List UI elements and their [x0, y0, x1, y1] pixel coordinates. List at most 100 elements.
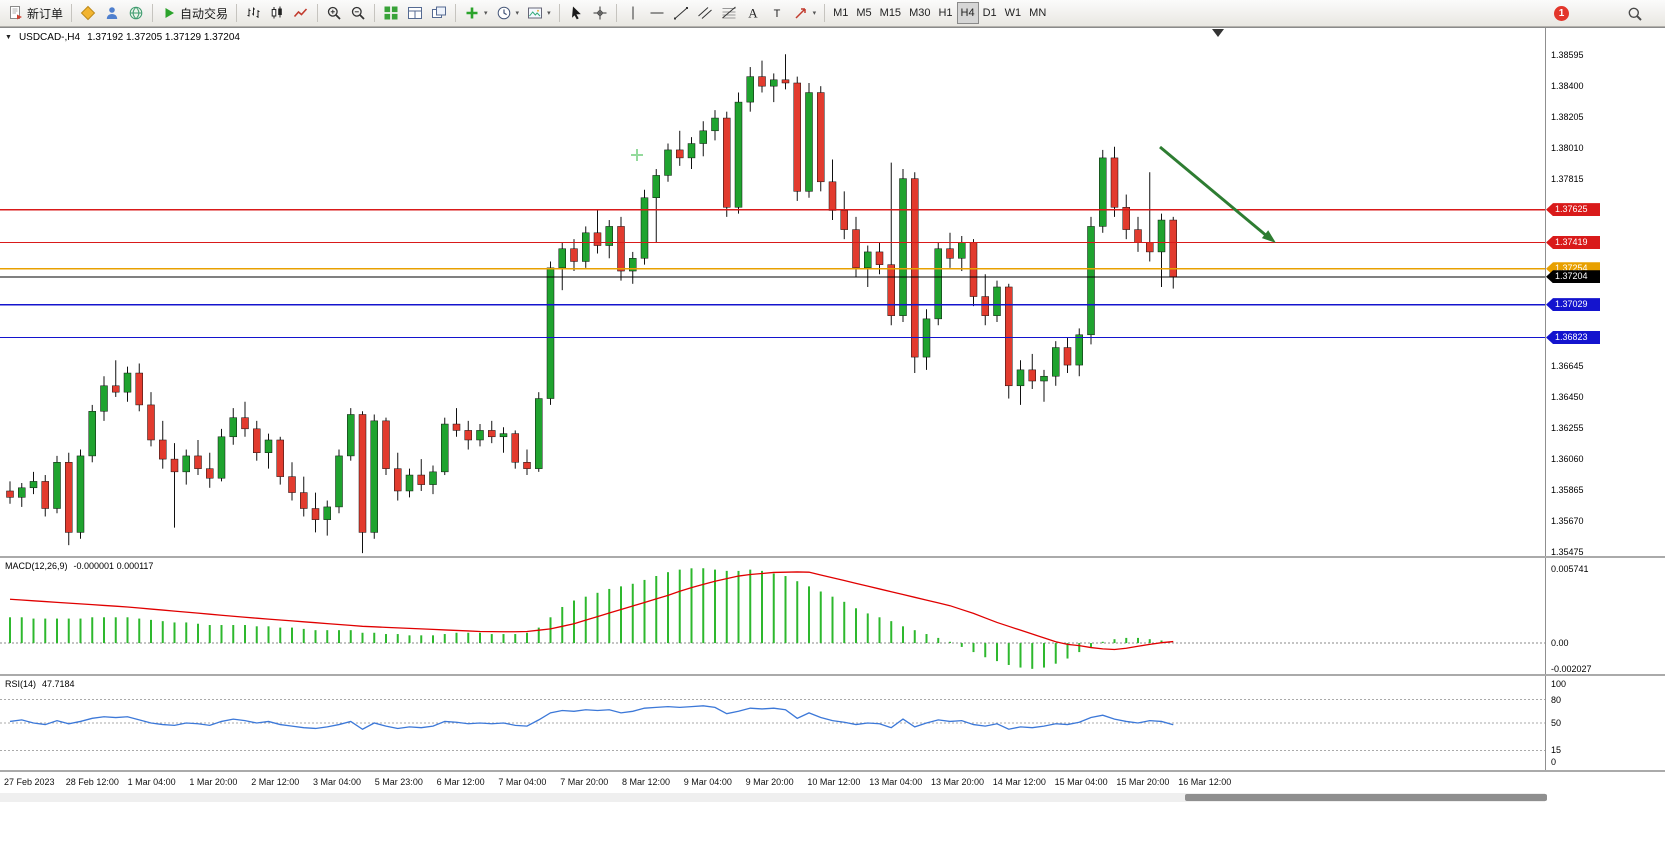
macd-panel-splitter[interactable]: [0, 556, 1665, 558]
bull-candle: [640, 197, 649, 259]
bull-candle: [347, 414, 355, 457]
notification-badge[interactable]: 1: [1554, 6, 1569, 21]
arrows-button[interactable]: ▾: [789, 2, 821, 24]
vline-icon: [625, 5, 641, 21]
macd-canvas[interactable]: [0, 558, 1545, 674]
price-tick-label: 1.38595: [1551, 50, 1584, 61]
bear-candle: [452, 423, 461, 431]
bear-candle: [358, 414, 367, 533]
bear-candle: [41, 481, 49, 509]
vertical-line-button[interactable]: [621, 2, 645, 24]
cross-marker: [631, 149, 643, 161]
main-toolbar: 新订单 自动交易 ▾ ▾ ▾ A T ▾ M1 M5 M15 M30 H1 H4 D1 W1 MN 1: [0, 0, 1665, 27]
horizontal-scrollbar-thumb[interactable]: [1185, 794, 1547, 801]
bars-icon: [245, 5, 261, 21]
time-tick-label: 8 Mar 12:00: [622, 777, 671, 787]
horizontal-scrollbar[interactable]: [0, 793, 1547, 802]
macd-axis-label: -0.002027: [1551, 664, 1592, 675]
price-tick-label: 1.36255: [1551, 423, 1584, 434]
zoom-out-icon: [350, 5, 366, 21]
bear-candle: [570, 248, 578, 262]
candles-icon: [269, 5, 285, 21]
community-button[interactable]: [124, 2, 148, 24]
time-tick-label: 3 Mar 04:00: [313, 777, 362, 787]
chart-shift-marker[interactable]: [1212, 29, 1224, 37]
search-button[interactable]: [1623, 3, 1647, 25]
cursor-button[interactable]: [564, 2, 588, 24]
user-profile-button[interactable]: [100, 2, 124, 24]
bear-candle: [65, 462, 73, 533]
chart-collapse-icon[interactable]: ▼: [5, 34, 12, 41]
line-chart-mode-button[interactable]: [289, 2, 313, 24]
bear-candle: [911, 178, 919, 358]
trend-arrow-line[interactable]: [1159, 145, 1269, 239]
search-icon: [1627, 6, 1643, 22]
fibonacci-retracement-button[interactable]: [717, 2, 741, 24]
auto-arrange-button[interactable]: [403, 2, 427, 24]
autotrading-button[interactable]: 自动交易: [157, 2, 232, 24]
timeframe-mn-button[interactable]: MN: [1025, 2, 1050, 24]
macd-label: MACD(12,26,9) -0.000001 0.000117: [5, 561, 154, 571]
horizontal-line-button[interactable]: [645, 2, 669, 24]
timeframe-m5-button[interactable]: M5: [852, 2, 875, 24]
dropdown-caret-icon: ▾: [812, 10, 817, 17]
price-tick-label: 1.36645: [1551, 360, 1584, 371]
new-order-button[interactable]: 新订单: [4, 2, 67, 24]
arrange-icon: [407, 5, 423, 21]
timeframe-h1-button[interactable]: H1: [934, 2, 956, 24]
bar-chart-mode-button[interactable]: [241, 2, 265, 24]
timeframe-mn-label: MN: [1029, 7, 1047, 19]
periods-button[interactable]: ▾: [492, 2, 524, 24]
bear-candle: [793, 82, 801, 192]
zoom-in-button[interactable]: [322, 2, 346, 24]
trendline-button[interactable]: [669, 2, 693, 24]
rsi-canvas[interactable]: [0, 676, 1545, 770]
tile-windows-button[interactable]: [379, 2, 403, 24]
bull-candle: [441, 423, 449, 473]
cascade-windows-button[interactable]: [427, 2, 451, 24]
text-label-button[interactable]: T: [765, 2, 789, 24]
bear-candle: [464, 430, 472, 441]
play-icon: [161, 5, 177, 21]
bear-candle: [828, 181, 837, 211]
metaquotes-button[interactable]: [76, 2, 100, 24]
rsi-name-label: RSI(14): [5, 679, 37, 689]
templates-button[interactable]: ▾: [523, 2, 555, 24]
price-chart-canvas[interactable]: [0, 28, 1545, 556]
timeframe-w1-button[interactable]: W1: [1001, 2, 1026, 24]
price-tick-label: 1.35475: [1551, 547, 1584, 558]
text-button[interactable]: A: [741, 2, 765, 24]
bear-candle: [206, 468, 214, 479]
time-tick-label: 5 Mar 23:00: [374, 777, 423, 787]
bear-candle: [875, 251, 884, 265]
linechart-icon: [293, 5, 309, 21]
dropdown-caret-icon: ▾: [484, 10, 488, 17]
crosshair-button[interactable]: [588, 2, 612, 24]
bull-candle: [582, 232, 590, 262]
bull-candle: [217, 436, 226, 479]
rsi-panel-splitter[interactable]: [0, 674, 1665, 676]
bear-candle: [1063, 347, 1072, 366]
crosshair-icon: [592, 5, 608, 21]
zoom-out-button[interactable]: [346, 2, 370, 24]
rsi-axis[interactable]: 100 80 50 15 0: [1545, 676, 1665, 770]
time-axis[interactable]: 27 Feb 2023 28 Feb 12:00 1 Mar 04:00 1 Mar …: [0, 772, 1665, 792]
timeframe-d1-button[interactable]: D1: [979, 2, 1001, 24]
timeframe-m1-button[interactable]: M1: [829, 2, 852, 24]
timeframe-m30-button[interactable]: M30: [905, 2, 934, 24]
price-tick-label: 1.35865: [1551, 485, 1584, 496]
template-icon: [527, 5, 543, 21]
bear-candle: [6, 490, 14, 498]
indicators-button[interactable]: ▾: [460, 2, 492, 24]
macd-axis[interactable]: 0.005741 0.00 -0.002027: [1545, 558, 1665, 674]
bull-candle: [370, 420, 378, 533]
price-axis[interactable]: 1.38595 1.38400 1.38205 1.38010 1.37815 1.376…: [1545, 28, 1665, 558]
timeframe-w1-label: W1: [1004, 7, 1022, 19]
macd-panel: 0.005741 0.00 -0.002027 MACD(12,26,9) -0.0…: [0, 558, 1665, 674]
timeframe-h4-button[interactable]: H4: [956, 2, 979, 24]
price-tick-label: 1.38205: [1551, 112, 1584, 123]
candlestick-mode-button[interactable]: [265, 2, 289, 24]
bull-candle: [29, 481, 38, 489]
timeframe-m15-button[interactable]: M15: [876, 2, 905, 24]
equidistant-channel-button[interactable]: [693, 2, 717, 24]
